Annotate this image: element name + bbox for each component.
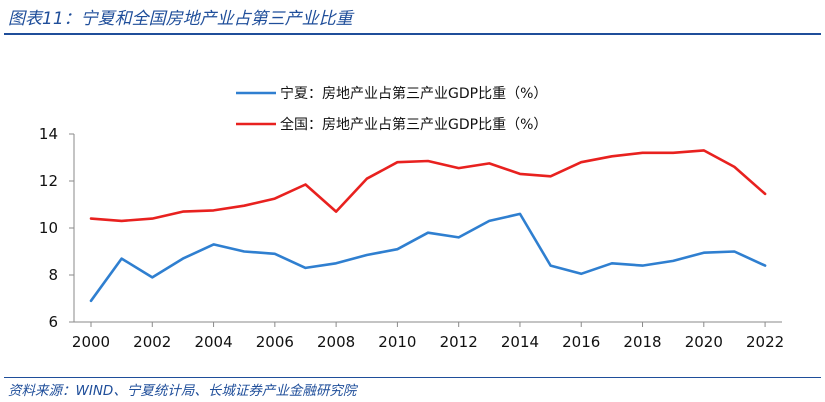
x-tick-label: 2010 (378, 333, 416, 351)
data-point (763, 192, 767, 196)
data-point (610, 261, 614, 265)
data-point (457, 235, 461, 239)
data-point (242, 204, 246, 208)
x-tick-label: 2008 (317, 333, 355, 351)
data-point (89, 217, 93, 221)
chart-legend: 宁夏：房地产业占第三产业GDP比重（%） 全国：房地产业占第三产业GDP比重（%） (236, 85, 547, 133)
x-tick-label: 2020 (685, 333, 723, 351)
data-point (518, 172, 522, 176)
title-divider (4, 33, 821, 35)
data-point (671, 259, 675, 263)
legend-label: 宁夏：房地产业占第三产业GDP比重（%） (280, 85, 547, 102)
data-point (273, 197, 277, 201)
data-point (518, 212, 522, 216)
y-axis-ticks: 6 8 10 12 14 (39, 125, 74, 331)
data-point (365, 177, 369, 181)
y-tick-label: 12 (39, 172, 58, 190)
data-point (549, 174, 553, 178)
data-point (273, 252, 277, 256)
data-point (181, 257, 185, 261)
x-tick-label: 2006 (256, 333, 294, 351)
data-point (457, 166, 461, 170)
data-point (395, 160, 399, 164)
data-point (610, 154, 614, 158)
data-point (732, 250, 736, 254)
data-point (303, 266, 307, 270)
legend-item-1: 全国：房地产业占第三产业GDP比重（%） (236, 116, 547, 133)
data-point (334, 261, 338, 265)
data-point (549, 264, 553, 268)
data-point (150, 217, 154, 221)
data-point (579, 160, 583, 164)
x-axis-ticks: 2000 2002 2004 2006 2008 2010 2012 2014 2016 2018… (72, 322, 784, 351)
source-divider (4, 377, 821, 378)
y-tick-label: 10 (39, 219, 58, 237)
data-point (487, 219, 491, 223)
data-point (426, 231, 430, 235)
data-point (120, 219, 124, 223)
y-tick-label: 14 (39, 125, 58, 143)
data-point (763, 264, 767, 268)
x-tick-label: 2004 (194, 333, 232, 351)
data-point (242, 250, 246, 254)
figure-title: 图表11：宁夏和全国房地产业占第三产业比重 (8, 9, 353, 29)
data-point (579, 272, 583, 276)
data-point (365, 253, 369, 257)
data-point (671, 151, 675, 155)
x-tick-label: 2014 (501, 333, 539, 351)
data-point (212, 242, 216, 246)
data-point (641, 151, 645, 155)
data-point (150, 275, 154, 279)
data-point (303, 183, 307, 187)
data-point (395, 247, 399, 251)
figure-source: 资料来源：WIND、宁夏统计局、长城证券产业金融研究院 (8, 383, 357, 399)
x-tick-label: 2016 (562, 333, 600, 351)
x-tick-label: 2000 (72, 333, 110, 351)
data-point (426, 159, 430, 163)
data-point (181, 210, 185, 214)
data-point (120, 257, 124, 261)
legend-label: 全国：房地产业占第三产业GDP比重（%） (280, 116, 547, 133)
data-point (641, 264, 645, 268)
data-point (732, 165, 736, 169)
data-point (702, 251, 706, 255)
x-tick-label: 2018 (623, 333, 661, 351)
y-tick-label: 8 (48, 266, 58, 284)
x-tick-label: 2012 (440, 333, 478, 351)
x-tick-label: 2022 (746, 333, 784, 351)
data-point (334, 210, 338, 214)
data-point (487, 161, 491, 165)
series-line-0 (89, 212, 767, 303)
data-point (702, 148, 706, 152)
series-lines (89, 148, 767, 303)
x-tick-label: 2002 (133, 333, 171, 351)
data-point (212, 208, 216, 212)
series-line-1 (89, 149, 767, 223)
series-points-0 (89, 212, 767, 303)
y-tick-label: 6 (48, 313, 58, 331)
data-point (89, 299, 93, 303)
legend-item-0: 宁夏：房地产业占第三产业GDP比重（%） (236, 85, 547, 102)
